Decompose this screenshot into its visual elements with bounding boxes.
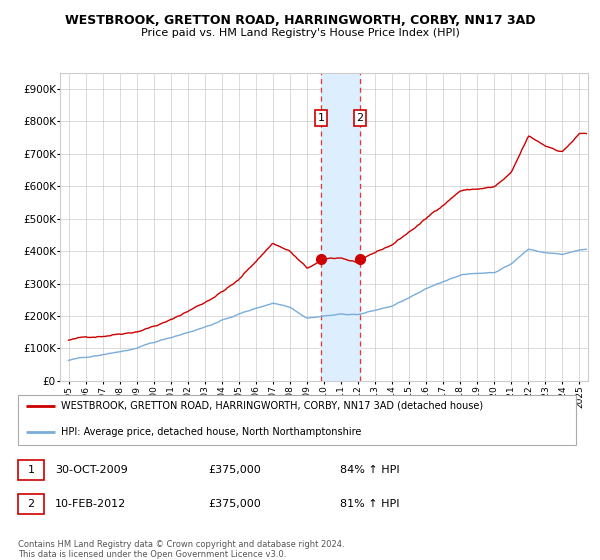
Bar [321,73,360,381]
Text: £375,000: £375,000 [208,465,260,475]
Text: Price paid vs. HM Land Registry's House Price Index (HPI): Price paid vs. HM Land Registry's House … [140,28,460,38]
Text: Contains HM Land Registry data © Crown copyright and database right 2024.
This d: Contains HM Land Registry data © Crown c… [18,540,344,559]
Text: 81% ↑ HPI: 81% ↑ HPI [340,499,400,509]
Text: 30-OCT-2009: 30-OCT-2009 [55,465,128,475]
Text: WESTBROOK, GRETTON ROAD, HARRINGWORTH, CORBY, NN17 3AD (detached house): WESTBROOK, GRETTON ROAD, HARRINGWORTH, C… [61,401,483,411]
Text: 1: 1 [317,113,325,123]
Text: 2: 2 [28,499,35,509]
Text: 84% ↑ HPI: 84% ↑ HPI [340,465,400,475]
Text: WESTBROOK, GRETTON ROAD, HARRINGWORTH, CORBY, NN17 3AD: WESTBROOK, GRETTON ROAD, HARRINGWORTH, C… [65,14,535,27]
FancyBboxPatch shape [18,395,577,445]
Text: £375,000: £375,000 [208,499,260,509]
Text: 1: 1 [28,465,35,475]
Text: 2: 2 [356,113,364,123]
Text: 10-FEB-2012: 10-FEB-2012 [55,499,127,509]
Text: HPI: Average price, detached house, North Northamptonshire: HPI: Average price, detached house, Nort… [61,427,361,437]
FancyBboxPatch shape [18,460,44,480]
FancyBboxPatch shape [18,494,44,514]
